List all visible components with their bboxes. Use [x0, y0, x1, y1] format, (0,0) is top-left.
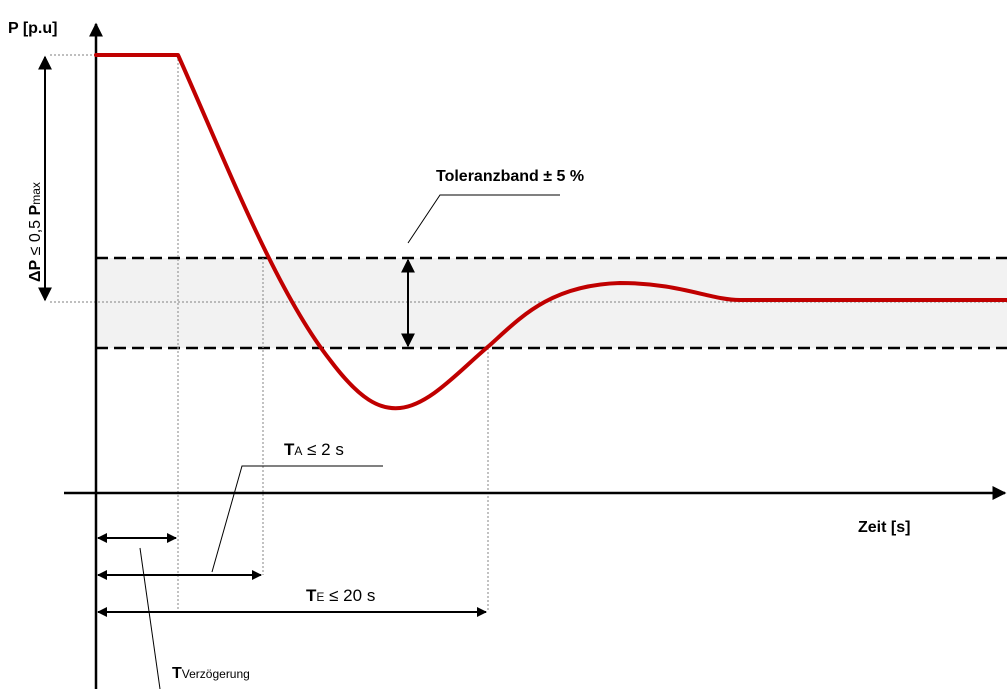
t-e-label: TE ≤ 20 s [306, 586, 375, 605]
t-a-label: TA ≤ 2 s [284, 440, 344, 459]
y-axis-label: P [p.u] [8, 20, 57, 37]
t-delay-leader-line [139, 547, 161, 690]
tolerance-leader-line [407, 194, 560, 244]
delta-p-label: ΔP ≤ 0,5 Pmax [27, 182, 44, 282]
power-response-curve [94, 53, 1007, 411]
t-delay-label: TVerzögerung [172, 665, 250, 682]
x-axis-label: Zeit [s] [858, 519, 910, 536]
t-a-leader-line [211, 465, 383, 573]
tolerance-band [96, 258, 1007, 348]
tolerance-band-label: Toleranzband ± 5 % [436, 168, 584, 185]
